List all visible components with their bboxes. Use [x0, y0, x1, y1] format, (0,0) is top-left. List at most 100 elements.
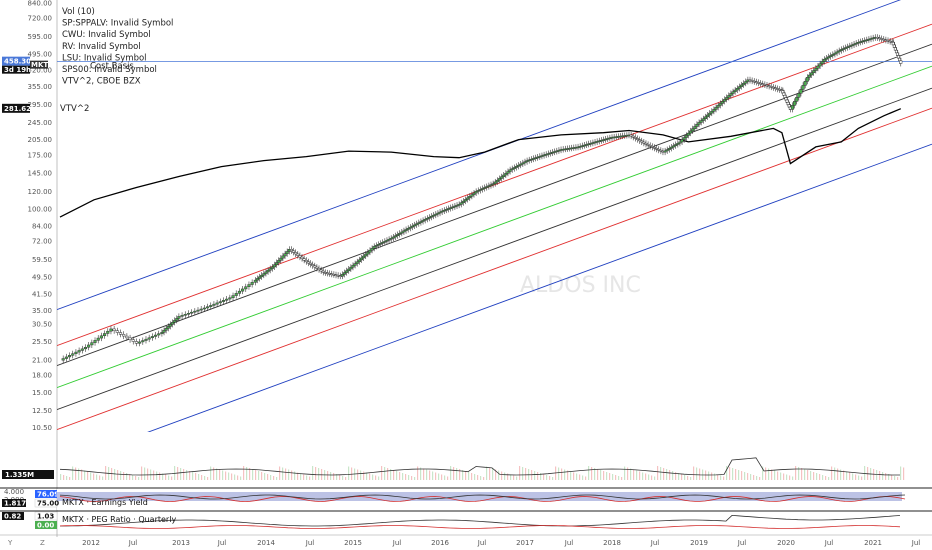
volume-bar: [456, 468, 458, 480]
candle-body: [737, 86, 741, 89]
volume-bar: [465, 471, 467, 480]
candle-body: [170, 322, 175, 325]
candle-body: [253, 279, 257, 283]
volume-bar: [156, 471, 158, 480]
candle-body: [733, 89, 737, 93]
candle-body: [642, 141, 646, 144]
volume-bar: [117, 470, 119, 480]
y-tick-label: 205.00: [28, 136, 53, 144]
x-tick-label: Jul: [911, 539, 921, 547]
volume-bar: [168, 475, 170, 480]
candle-body: [68, 355, 72, 358]
volume-bar: [585, 476, 587, 480]
candle-body: [722, 99, 727, 102]
candle-body: [93, 340, 97, 343]
candle-body: [706, 114, 710, 118]
candle-body: [669, 146, 674, 149]
y-tick-label: 120.00: [28, 188, 53, 196]
candle-body: [234, 293, 238, 296]
candle-body: [631, 135, 635, 138]
volume-bar: [819, 474, 821, 480]
y-tick-label: 21.00: [32, 357, 52, 365]
candle-body: [837, 50, 841, 53]
candle-body: [833, 52, 837, 55]
volume-bar: [516, 476, 518, 480]
volume-bar: [576, 473, 578, 480]
candle-body: [476, 190, 480, 192]
x-tick-label: 2017: [516, 539, 534, 547]
candle-body: [483, 187, 487, 189]
candle-body: [517, 164, 521, 167]
volume-bar: [477, 475, 479, 480]
volume-bar: [546, 475, 548, 480]
volume-bar: [336, 474, 338, 480]
candle-body: [510, 168, 514, 171]
y-tick-label: 49.50: [32, 274, 52, 282]
candle-body: [652, 147, 657, 149]
candle-body: [729, 93, 733, 96]
volume-bar: [843, 470, 845, 480]
volume-bar: [357, 469, 359, 480]
candle-body: [122, 334, 126, 337]
volume-bar: [618, 476, 620, 480]
volume-bar: [99, 475, 101, 480]
volume-bar: [735, 469, 737, 480]
candle-body: [468, 196, 472, 199]
volume-badge-bg: [2, 470, 54, 479]
volume-bar: [342, 476, 344, 480]
volume-bar: [549, 476, 551, 480]
candle-body: [731, 91, 735, 94]
volume-bar: [825, 476, 827, 480]
volume-bar: [405, 474, 407, 480]
volume-bar: [276, 477, 278, 480]
candle-body: [686, 132, 690, 136]
candle-body: [667, 148, 671, 150]
candle-body: [199, 308, 203, 311]
y-tick-label: 295.00: [28, 101, 53, 109]
candle-body: [491, 183, 495, 185]
candle-body: [485, 186, 489, 188]
candle-body: [134, 341, 138, 344]
volume-bar: [537, 472, 539, 480]
candle-body: [629, 134, 633, 137]
volume-bar: [798, 467, 800, 480]
volume-badge-text: 1.335M: [5, 471, 34, 479]
volume-bar: [255, 470, 257, 480]
channel-middle-lower: [57, 107, 932, 431]
volume-bar: [507, 473, 509, 480]
pane2-line-red: [59, 525, 901, 529]
candle-body: [848, 45, 852, 48]
volume-bar: [744, 472, 746, 480]
candle-body: [797, 93, 801, 98]
volume-bar: [402, 473, 404, 480]
candle-body: [393, 235, 398, 238]
volume-bar: [606, 472, 608, 480]
volume-bar: [216, 468, 218, 480]
candle-body: [508, 169, 512, 172]
x-tick-label: Jul: [305, 539, 315, 547]
candle-body: [408, 226, 412, 229]
volume-bar: [114, 469, 116, 480]
candle-body: [362, 255, 366, 259]
candle-body: [366, 251, 370, 255]
volume-bar: [351, 467, 353, 480]
volume-bar: [582, 475, 584, 480]
volume-bar: [207, 477, 209, 480]
legend-line: LSU: Invalid Symbol: [62, 53, 147, 63]
pane2-badge-a-bg: [34, 511, 58, 521]
candle-body: [419, 221, 423, 223]
volume-bar: [750, 474, 752, 480]
volume-bar: [729, 467, 731, 480]
volume-bar: [483, 477, 485, 480]
legend-line: SPS00: Invalid Symbol: [62, 65, 157, 75]
candle-body: [131, 339, 135, 342]
x-tick-label: Jul: [564, 539, 574, 547]
x-tick-label: Jul: [650, 539, 660, 547]
volume-bar: [438, 473, 440, 480]
volume-bar: [720, 475, 722, 480]
candle-body: [298, 255, 302, 258]
volume-bar: [543, 474, 545, 480]
volume-bar: [237, 475, 239, 480]
candle-body: [417, 222, 421, 225]
candle-body: [663, 150, 667, 153]
